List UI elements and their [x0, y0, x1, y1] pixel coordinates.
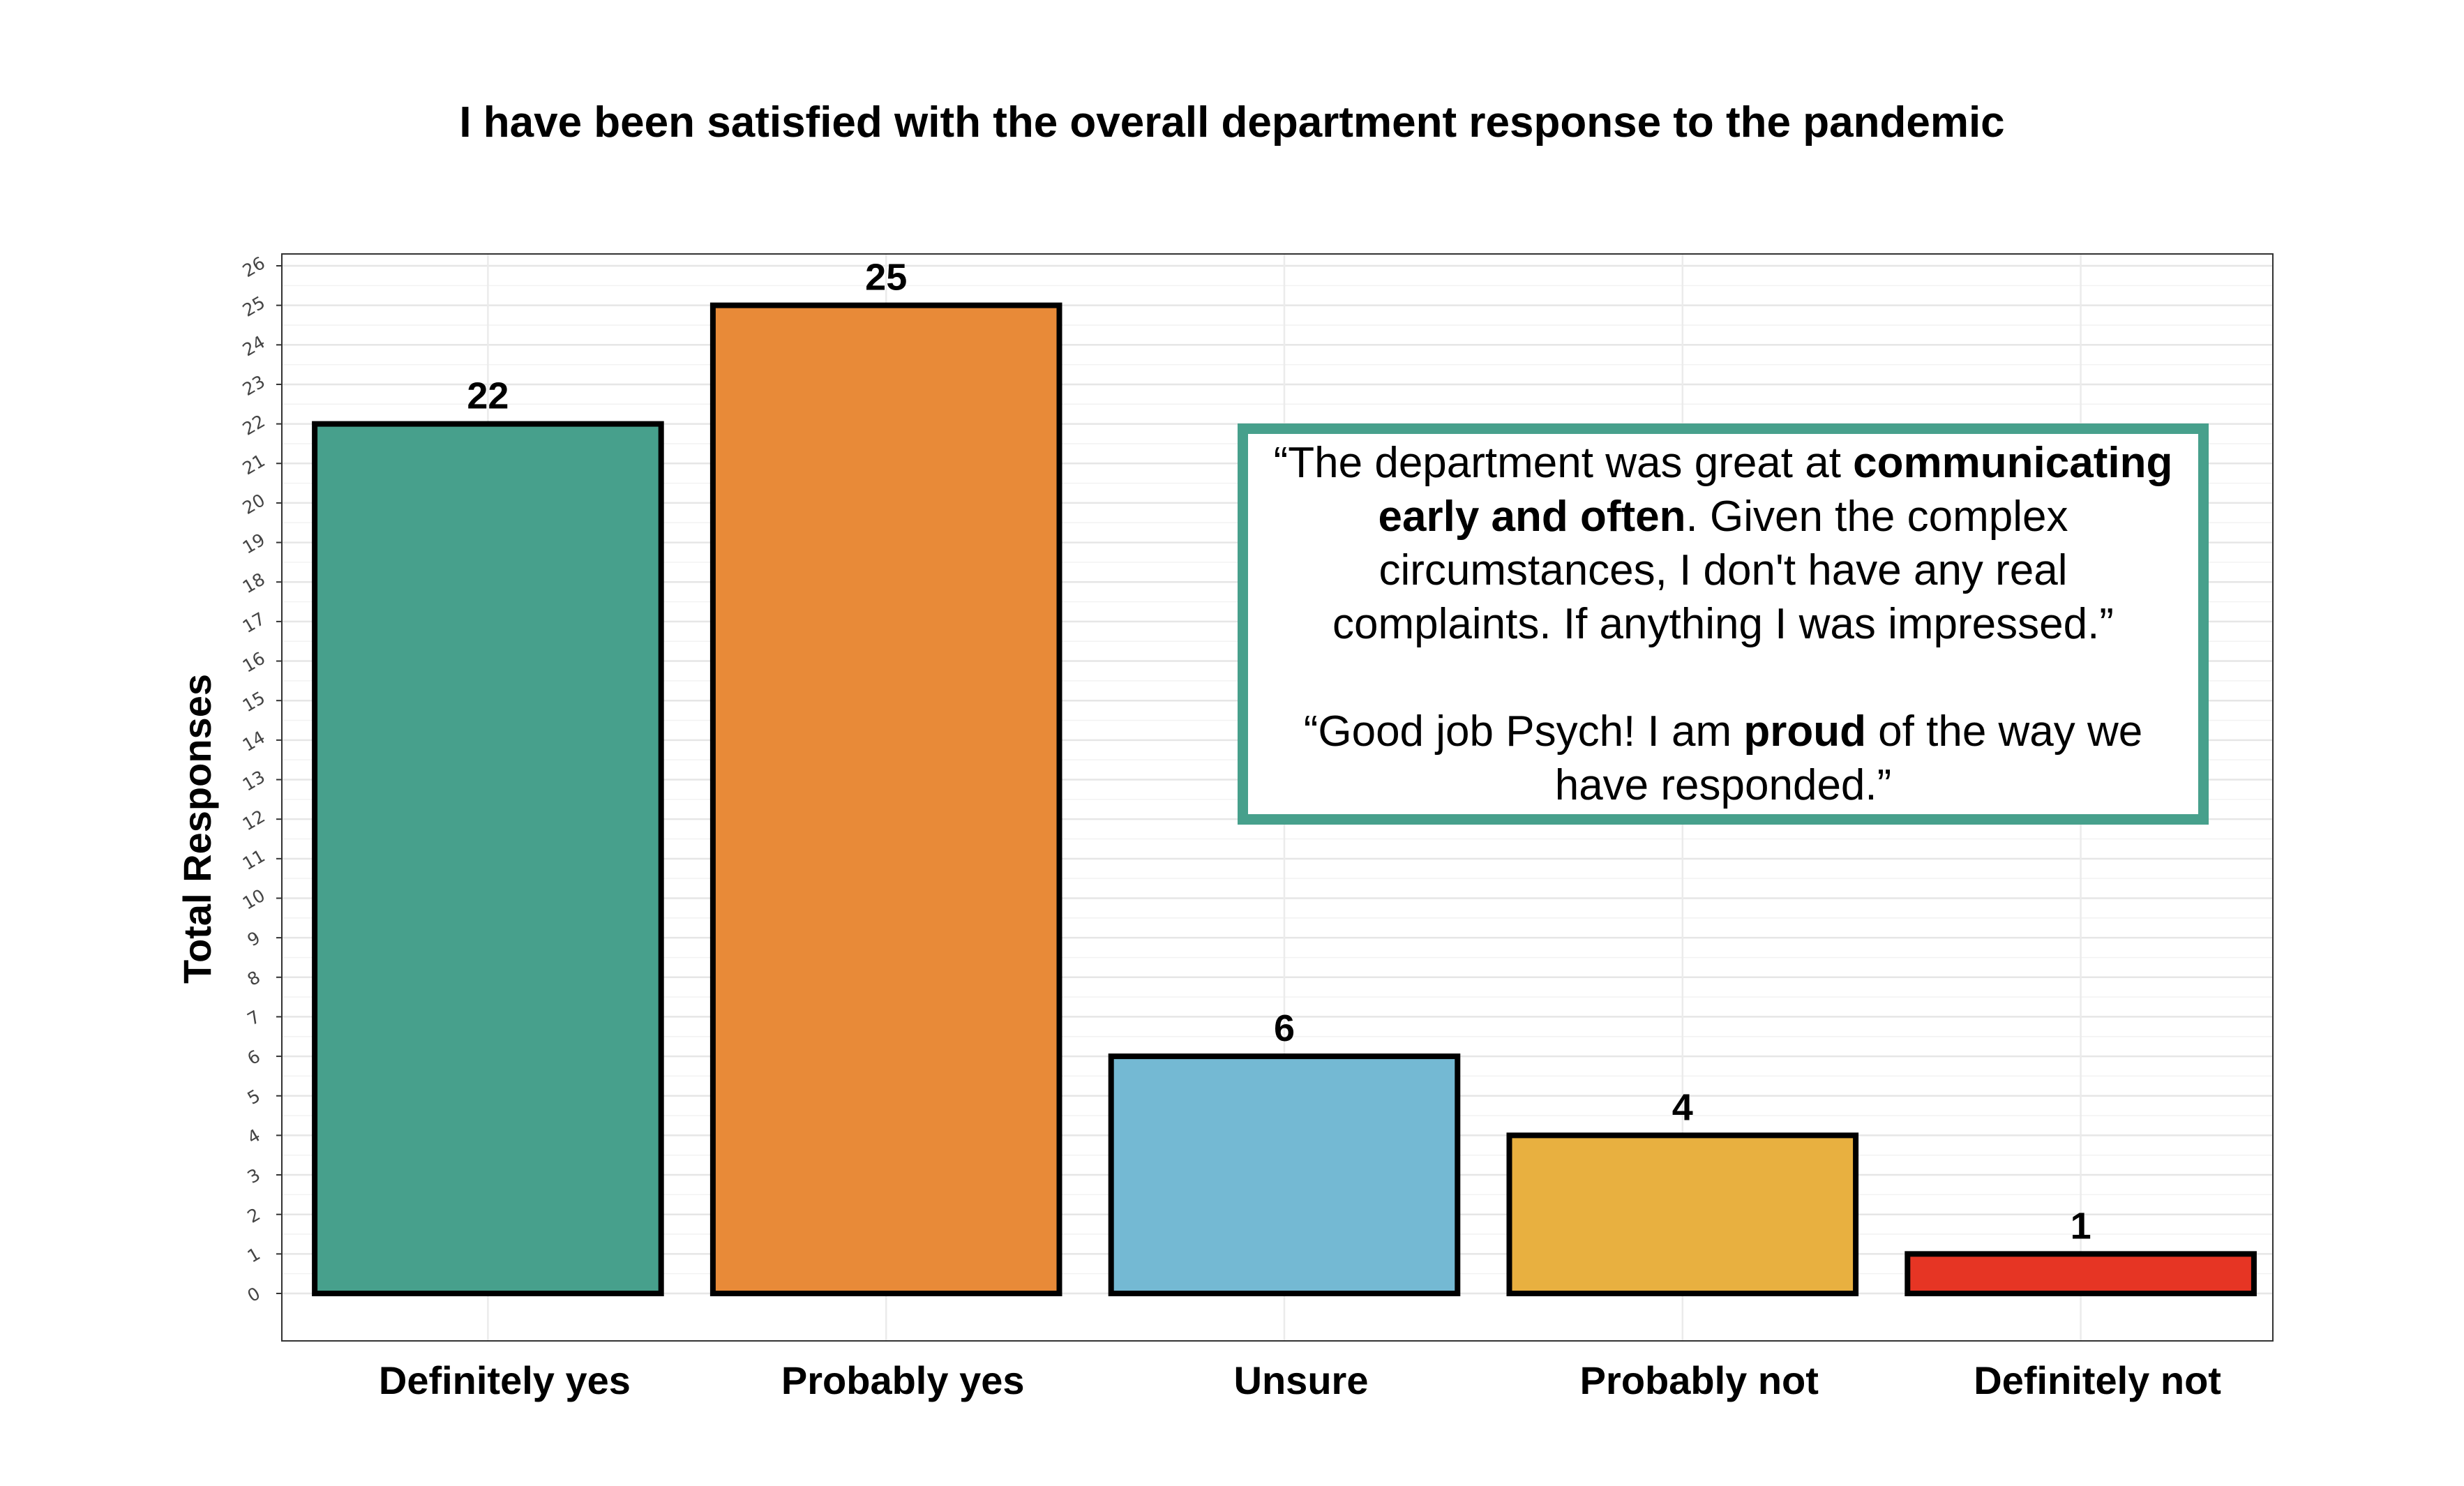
y-tick-label: 17: [239, 608, 269, 637]
y-tick-label: 0: [244, 1283, 264, 1306]
data-label: 4: [1672, 1086, 1693, 1128]
y-tick-label: 25: [239, 292, 269, 321]
y-tick-label: 19: [239, 530, 269, 558]
y-tick-label: 14: [239, 727, 269, 756]
bar: [709, 302, 1062, 1297]
y-tick-label: 16: [239, 648, 269, 677]
y-tick-label: 11: [239, 846, 269, 874]
y-tick-label: 4: [244, 1125, 264, 1148]
y-tick-label: 10: [239, 885, 269, 914]
bar: [1108, 1053, 1461, 1297]
quote-2: “Good job Psych! I am proud of the way w…: [1269, 705, 2177, 812]
x-tick-label: Probably yes: [781, 1358, 1025, 1402]
y-tick-label: 21: [239, 450, 269, 479]
y-tick-label: 1: [244, 1243, 264, 1266]
y-tick-label: 24: [239, 331, 269, 360]
y-tick-label: 23: [239, 371, 269, 400]
quote-1-text-start: “The department was great at: [1273, 439, 1854, 487]
quote-1-emphasis: communicating early and often: [1378, 439, 2173, 541]
y-tick-label: 2: [244, 1204, 264, 1227]
y-tick-label: 26: [239, 253, 269, 281]
data-label: 25: [865, 257, 907, 299]
bar: [312, 421, 664, 1297]
bar: [1905, 1251, 2257, 1297]
y-tick-label: 5: [244, 1086, 264, 1109]
x-axis-ticks: Definitely yes Probably yes Unsure Probably…: [379, 1358, 2221, 1402]
chart-title: I have been satisfied with the overall d…: [459, 98, 2004, 147]
bar: [1506, 1132, 1859, 1297]
y-tick-label: 15: [239, 687, 269, 716]
quote-box: “The department was great at communicati…: [1238, 423, 2209, 825]
x-tick-label: Definitely yes: [379, 1358, 631, 1402]
bars: [312, 302, 2257, 1297]
y-tick-label: 6: [244, 1046, 264, 1069]
y-tick-label: 20: [239, 490, 269, 518]
data-label: 1: [2071, 1205, 2091, 1247]
y-tick-label: 13: [239, 767, 269, 795]
y-tick-label: 9: [244, 927, 264, 950]
y-tick-label: 12: [239, 806, 269, 834]
y-axis-label: Total Responses: [175, 674, 219, 984]
y-tick-label: 7: [244, 1007, 264, 1030]
data-label: 6: [1274, 1007, 1295, 1049]
quote-1-text-end: . Given the complex circumstances, I don…: [1332, 493, 2114, 648]
plot-border: [281, 253, 2274, 1342]
y-axis-ticks: 0123456789101112131415161718192021222324…: [239, 253, 282, 1306]
y-tick-label: 22: [239, 411, 269, 440]
y-tick-label: 18: [239, 569, 269, 597]
y-tick-label: 3: [244, 1164, 264, 1187]
data-label: 22: [467, 375, 509, 417]
x-tick-label: Unsure: [1234, 1358, 1369, 1402]
quote-2-text-start: “Good job Psych! I am: [1303, 707, 1744, 756]
quote-2-text-end: of the way we have responded.”: [1554, 707, 2143, 809]
y-tick-label: 8: [244, 967, 264, 990]
data-labels: 22 25 6 4 1: [467, 257, 2091, 1247]
x-tick-label: Probably not: [1580, 1358, 1819, 1402]
quote-2-emphasis: proud: [1743, 707, 1866, 756]
quote-1: “The department was great at communicati…: [1269, 436, 2177, 651]
x-tick-label: Definitely not: [1974, 1358, 2221, 1402]
